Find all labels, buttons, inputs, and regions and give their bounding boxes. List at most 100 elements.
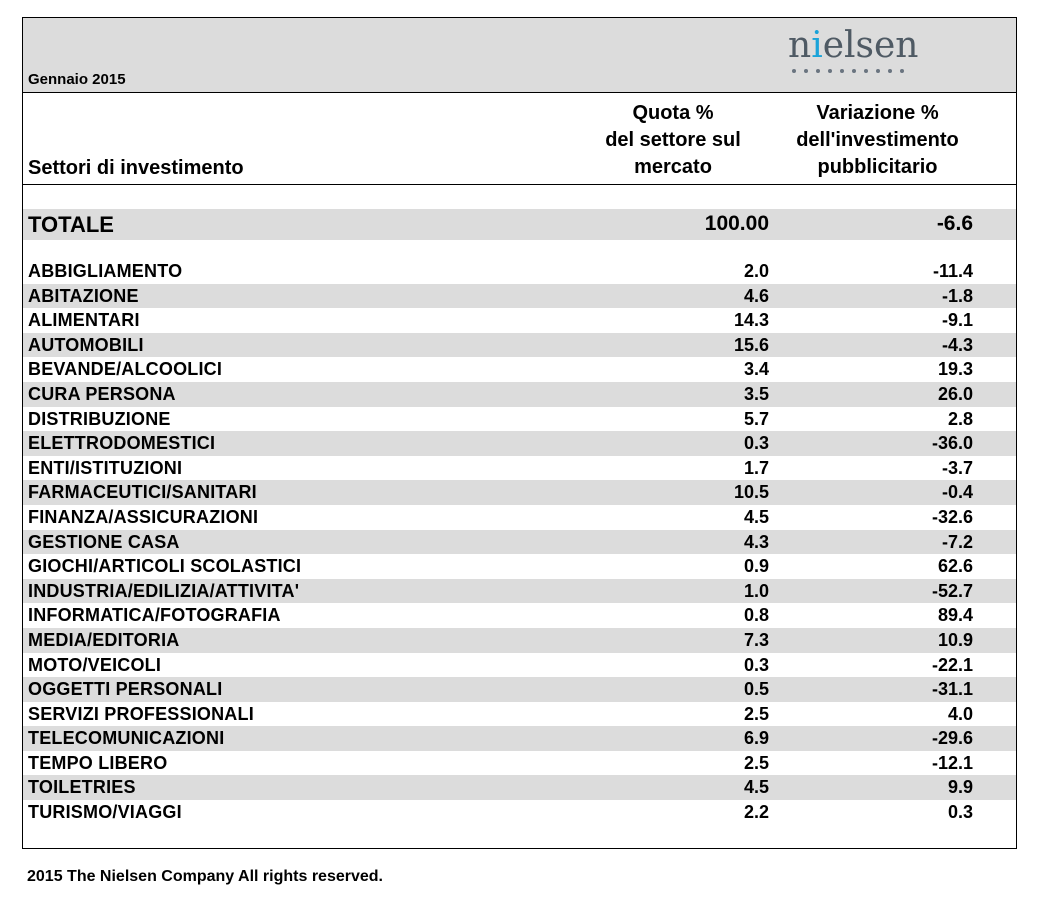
sector-share: 6.9 [743, 728, 769, 749]
sector-variation: 62.6 [937, 556, 973, 577]
table-row: ABITAZIONE 4.6 -1.8 [23, 283, 1016, 309]
table-row: CURA PERSONA 3.5 26.0 [23, 381, 1016, 407]
sector-label: TELECOMUNICAZIONI [28, 728, 225, 749]
sector-label: MOTO/VEICOLI [28, 654, 162, 675]
table-row: GESTIONE CASA 4.3 -7.2 [23, 529, 1016, 555]
table-row: ALIMENTARI 14.3 -9.1 [23, 308, 1016, 333]
table-row: ELETTRODOMESTICI 0.3 -36.0 [23, 431, 1016, 456]
sector-variation: 9.9 [947, 777, 973, 798]
sector-label: ABBIGLIAMENTO [28, 261, 183, 281]
sector-label: OGGETTI PERSONALI [28, 679, 223, 700]
sector-label: GIOCHI/ARTICOLI SCOLASTICI [28, 556, 302, 577]
sector-label: INDUSTRIA/EDILIZIA/ATTIVITA' [28, 580, 300, 601]
sector-label: ELETTRODOMESTICI [28, 433, 216, 454]
total-variation: -6.6 [936, 212, 973, 235]
sector-label: GESTIONE CASA [28, 531, 180, 552]
sector-share: 4.5 [743, 506, 769, 527]
sector-variation: -9.1 [941, 310, 973, 331]
sector-variation: -0.4 [941, 482, 973, 503]
table-row: FINANZA/ASSICURAZIONI 4.5 -32.6 [23, 505, 1016, 530]
sector-variation: 89.4 [937, 605, 973, 626]
table-row: ABBIGLIAMENTO 2.0 -11.4 [23, 259, 1016, 284]
table-row: BEVANDE/ALCOOLICI 3.4 19.3 [23, 357, 1016, 382]
nielsen-logo: nielsen [788, 26, 919, 82]
total-share: 100.00 [704, 212, 769, 235]
table-row: TURISMO/VIAGGI 2.2 0.3 [23, 800, 1016, 825]
table-row: TEMPO LIBERO 2.5 -12.1 [23, 751, 1016, 776]
sector-label: CURA PERSONA [28, 383, 176, 404]
sector-share: 4.6 [743, 285, 769, 306]
sector-label: SERVIZI PROFESSIONALI [28, 703, 254, 724]
table-row: TOILETRIES 4.5 9.9 [23, 775, 1016, 801]
sector-variation: 26.0 [937, 383, 973, 404]
header-sector: Settori di investimento [28, 157, 244, 179]
sector-share: 0.5 [743, 679, 769, 700]
table-row: MOTO/VEICOLI 0.3 -22.1 [23, 653, 1016, 678]
table-row: FARMACEUTICI/SANITARI 10.5 -0.4 [23, 480, 1016, 505]
total-label: TOTALE [28, 212, 114, 237]
table-row: INDUSTRIA/EDILIZIA/ATTIVITA' 1.0 -52.7 [23, 578, 1016, 604]
sector-label: AUTOMOBILI [28, 334, 144, 355]
sector-label: DISTRIBUZIONE [28, 408, 171, 429]
table-row: GIOCHI/ARTICOLI SCOLASTICI 0.9 62.6 [23, 554, 1016, 579]
sector-variation: -32.6 [931, 506, 973, 527]
sector-share: 0.3 [743, 433, 769, 454]
sector-label: MEDIA/EDITORIA [28, 629, 180, 650]
sector-variation: -3.7 [941, 457, 973, 478]
sector-variation: -12.1 [931, 752, 973, 773]
sector-variation: 4.0 [947, 703, 973, 724]
sector-label: INFORMATICA/FOTOGRAFIA [28, 605, 281, 626]
sector-share: 2.2 [743, 802, 769, 823]
sector-share: 5.7 [743, 408, 769, 429]
sector-label: TURISMO/VIAGGI [28, 802, 182, 823]
sector-label: TOILETRIES [28, 777, 136, 798]
sector-variation: -22.1 [931, 654, 973, 675]
report-period: Gennaio 2015 [28, 71, 126, 88]
sector-share: 2.5 [743, 752, 769, 773]
sector-variation: -1.8 [941, 285, 973, 306]
sector-variation: -7.2 [941, 531, 973, 552]
sector-share: 0.9 [743, 556, 769, 577]
header-variation: Variazione % dell'investimento pubblicit… [796, 102, 959, 178]
sector-share: 0.8 [743, 605, 769, 626]
report-table: Gennaio 2015 nielsen Settori di investim… [22, 17, 1017, 849]
sector-variation: -11.4 [932, 261, 973, 281]
sector-variation: -36.0 [931, 433, 973, 454]
table-row: ENTI/ISTITUZIONI 1.7 -3.7 [23, 456, 1016, 481]
sector-variation: 0.3 [947, 802, 973, 823]
logo-dots [792, 69, 904, 73]
sector-label: FINANZA/ASSICURAZIONI [28, 506, 259, 527]
sector-label: ENTI/ISTITUZIONI [28, 457, 183, 478]
sector-share: 7.3 [743, 629, 769, 650]
column-headers: Settori di investimento Quota % del sett… [23, 93, 1016, 185]
header-share: Quota % del settore sul mercato [605, 102, 741, 178]
sector-variation: -29.6 [931, 728, 973, 749]
sector-share: 3.5 [743, 383, 769, 404]
sector-share: 1.7 [743, 457, 769, 478]
sector-rows: ABBIGLIAMENTO 2.0 -11.4 ABITAZIONE 4.6 -1.8 AL… [23, 259, 1016, 825]
sector-label: BEVANDE/ALCOOLICI [28, 359, 223, 380]
table-row: AUTOMOBILI 15.6 -4.3 [23, 332, 1016, 358]
total-row: TOTALE 100.00 -6.6 [23, 209, 1016, 240]
sector-share: 2.5 [743, 703, 769, 724]
sector-share: 0.3 [743, 654, 769, 675]
sector-share: 4.5 [743, 777, 769, 798]
sector-share: 15.6 [733, 334, 769, 355]
sector-label: ABITAZIONE [28, 285, 139, 306]
sector-variation: 2.8 [947, 408, 973, 429]
sector-variation: 10.9 [937, 629, 973, 650]
title-band: Gennaio 2015 nielsen [23, 18, 1016, 93]
sector-share: 14.3 [733, 310, 769, 331]
table-row: INFORMATICA/FOTOGRAFIA 0.8 89.4 [23, 603, 1016, 628]
sector-share: 1.0 [743, 580, 769, 601]
table-row: SERVIZI PROFESSIONALI 2.5 4.0 [23, 702, 1016, 727]
sector-label: FARMACEUTICI/SANITARI [28, 482, 257, 503]
table-row: MEDIA/EDITORIA 7.3 10.9 [23, 627, 1016, 653]
sector-share: 10.5 [733, 482, 769, 503]
sector-label: ALIMENTARI [28, 310, 140, 331]
sector-share: 4.3 [743, 531, 769, 552]
sector-variation: -52.7 [931, 580, 973, 601]
sector-share: 2.0 [743, 261, 769, 281]
sector-variation: 19.3 [937, 359, 973, 380]
copyright-footer: 2015 The Nielsen Company All rights rese… [27, 868, 383, 885]
